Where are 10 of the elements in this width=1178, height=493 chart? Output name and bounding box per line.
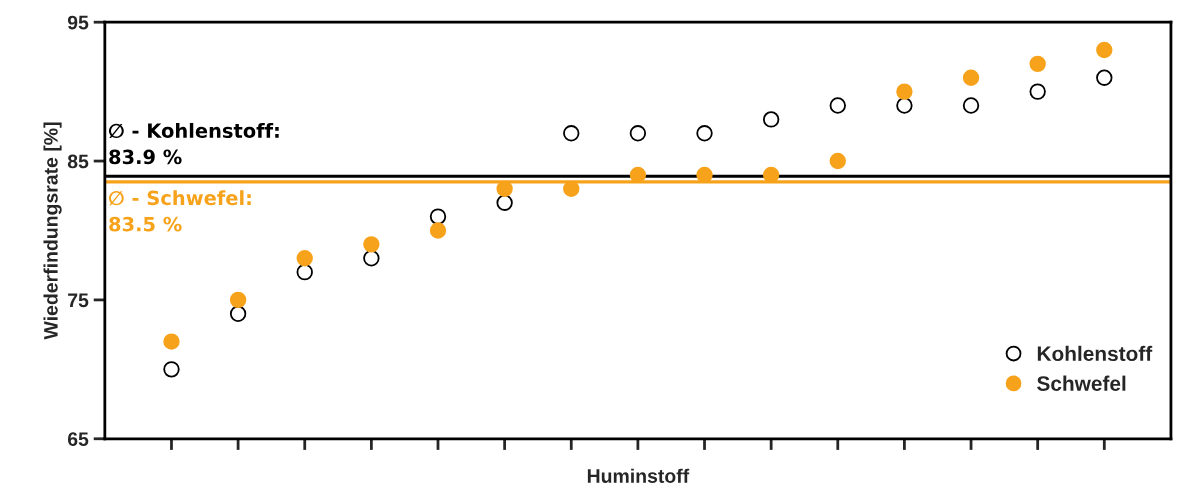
y-tick-label: 95 — [67, 15, 89, 30]
legend-label: Schwefel — [1037, 375, 1126, 391]
x-axis-title: Huminstoff — [587, 468, 690, 483]
ref-line-label: ∅ - Schwefel: 83.5 % — [108, 190, 251, 232]
ref-line-label: ∅ - Kohlenstoff: 83.9 % — [108, 122, 279, 165]
y-tick-label: 75 — [68, 293, 89, 308]
y-tick-label: 85 — [67, 154, 89, 169]
y-tick-label: 65 — [67, 432, 89, 447]
legend-label: Kohlenstoff — [1037, 345, 1153, 362]
y-axis-title: Wiederfindungsrate [%] — [43, 122, 62, 340]
